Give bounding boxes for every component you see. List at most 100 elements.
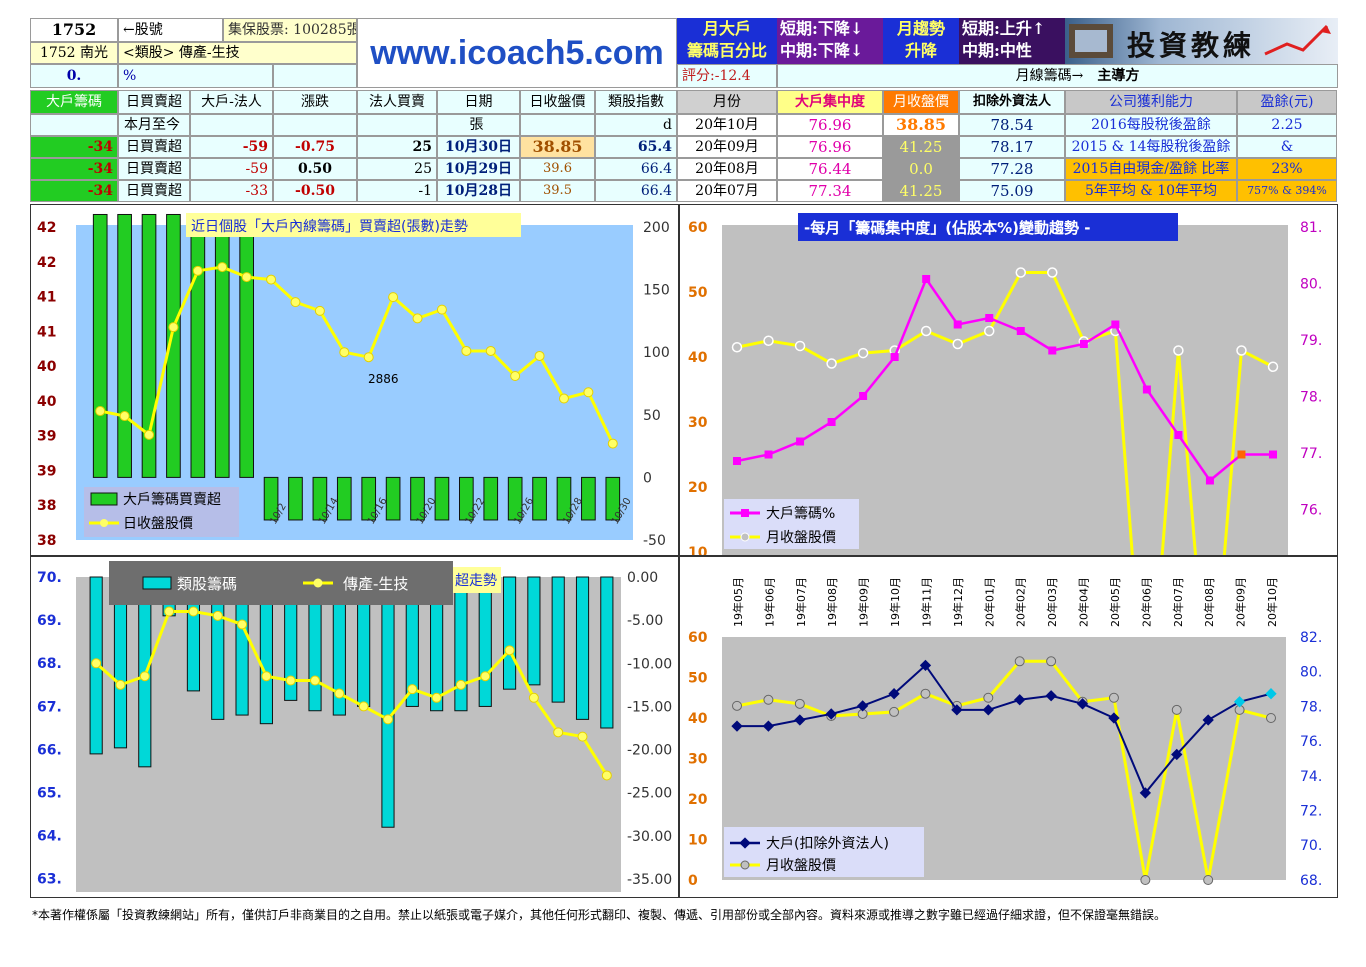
monthly-header-4: 公司獲利能力	[1065, 90, 1237, 114]
left-tick-label: 10	[688, 833, 708, 849]
line-point	[510, 370, 521, 381]
bar-sector-chips	[454, 576, 468, 712]
legend-bar-swatch	[142, 576, 172, 590]
concentration-point	[1079, 340, 1088, 348]
line-point	[241, 272, 252, 283]
monthly-header-1: 大戶集中度	[777, 90, 883, 114]
daily-header-7: 類股指數	[595, 90, 677, 114]
left-tick-label: 20	[688, 480, 708, 496]
short-term-up: 短期:上升↑	[962, 19, 1046, 38]
concentration-point	[1237, 450, 1246, 459]
line-daily-close	[99, 265, 615, 445]
monthly-row-ex-foreign: 78.17	[959, 136, 1065, 158]
title-box	[186, 213, 521, 237]
legend-marker	[313, 578, 323, 588]
daily-subrow-3	[273, 114, 357, 136]
bar-holder-net	[385, 476, 401, 521]
concentration-point	[1205, 476, 1214, 485]
daily-row-date: 10月30日	[437, 136, 520, 158]
large-holder-point	[762, 720, 775, 732]
monthly-row-profit-label: 2015自由現金/盈餘 比率	[1065, 158, 1237, 180]
line-point	[115, 679, 126, 690]
daily-row-index: 66.4	[595, 180, 677, 202]
dominant-label: 主導方	[1097, 68, 1140, 84]
large-holder-chart: 19年05月 19年06月 19年07月 19年08月 19年09月 19年10月 19年1…	[688, 577, 1322, 889]
right-tick-label: 81.	[1300, 220, 1322, 236]
line-point	[485, 345, 496, 356]
month-label: 19年08月	[825, 577, 839, 627]
legend-label: 月收盤股價	[766, 857, 836, 874]
price-point	[952, 338, 963, 350]
monthly-row-concentration: 76.96	[777, 136, 883, 158]
left-tick-label: 10	[688, 545, 708, 555]
concentration-point	[1269, 450, 1277, 459]
right-tick-label: -35.00	[627, 872, 672, 888]
left-tick-label: 50	[688, 671, 708, 687]
line-point	[607, 438, 618, 449]
daily-header-5: 日期	[437, 90, 520, 114]
daily-row-holder: -34	[30, 158, 118, 180]
right-tick-label: -20.00	[627, 743, 672, 759]
monthly-row-eps: 757% & 394%	[1237, 180, 1337, 202]
daily-row-holder-minus-inst: -59	[190, 136, 273, 158]
line-point	[95, 406, 106, 417]
bar-holder-net	[214, 213, 230, 478]
daily-row-date: 10月29日	[437, 158, 520, 180]
bar-holder-net	[166, 213, 181, 478]
zero-value: 0.	[30, 64, 118, 88]
concentration-point	[733, 457, 741, 465]
line-point	[285, 675, 296, 686]
month-label: 20年06月	[1139, 577, 1153, 627]
line-point	[358, 701, 369, 712]
bar-sector-chips	[551, 576, 565, 703]
bar-holder-net	[434, 476, 450, 521]
large-holder-point	[1202, 714, 1214, 726]
bar-sector-chips	[381, 576, 395, 828]
left-tick-label: 67.	[37, 699, 62, 715]
line-large-holder	[737, 663, 1272, 795]
title-fragment-box	[453, 567, 501, 593]
trend-title-2: 升降	[904, 41, 937, 60]
daily-header-4: 法人買賣	[357, 90, 437, 114]
large-holder-point	[1265, 688, 1277, 700]
daily-header-1: 日買賣超	[118, 90, 190, 114]
monthly-row-concentration: 76.96	[777, 114, 883, 136]
line-point	[436, 304, 447, 315]
price-point	[1173, 345, 1184, 356]
monthly-row-concentration: 76.44	[777, 158, 883, 180]
daily-row-index: 65.4	[595, 136, 677, 158]
bar-sector-chips	[478, 576, 492, 707]
daily-row-change: -0.50	[273, 180, 357, 202]
monthly-row-ex-foreign: 78.54	[959, 114, 1065, 136]
monthly-row-month: 20年10月	[677, 114, 777, 136]
price-point	[1236, 345, 1247, 356]
legend-box	[724, 827, 924, 877]
bar-holder-net	[263, 476, 279, 521]
large-holder-point	[982, 704, 994, 716]
line-point	[314, 305, 325, 316]
monthly-row-month: 20年08月	[677, 158, 777, 180]
legend-label: 日收盤股價	[123, 515, 193, 532]
left-tick-label: 39	[37, 463, 56, 479]
daily-row-holder: -34	[30, 136, 118, 158]
month-label: 20年03月	[1045, 577, 1059, 627]
monthly-row-eps: &	[1237, 136, 1337, 158]
month-label: 20年08月	[1202, 577, 1216, 627]
daily-subrow-4	[357, 114, 437, 136]
left-tick-label: 40	[37, 359, 57, 375]
bar-holder-net	[288, 476, 303, 521]
site-url[interactable]: www.icoach5.com	[357, 18, 677, 88]
legend-label: 月收盤股價	[766, 529, 836, 546]
left-tick-label: 68.	[37, 656, 62, 672]
large-holder-point	[731, 720, 743, 732]
legend-label: 類股籌碼	[177, 575, 237, 593]
concentration-point	[1048, 346, 1057, 355]
title-box	[798, 213, 1178, 241]
big-holder-title-2: 籌碼百分比	[686, 41, 767, 60]
bar-holder-net	[556, 476, 572, 521]
concentration-point	[953, 320, 962, 329]
line-point	[412, 313, 423, 324]
monthly-header-0: 月份	[677, 90, 777, 114]
left-tick-label: 42	[37, 255, 56, 271]
line-point	[455, 679, 466, 690]
